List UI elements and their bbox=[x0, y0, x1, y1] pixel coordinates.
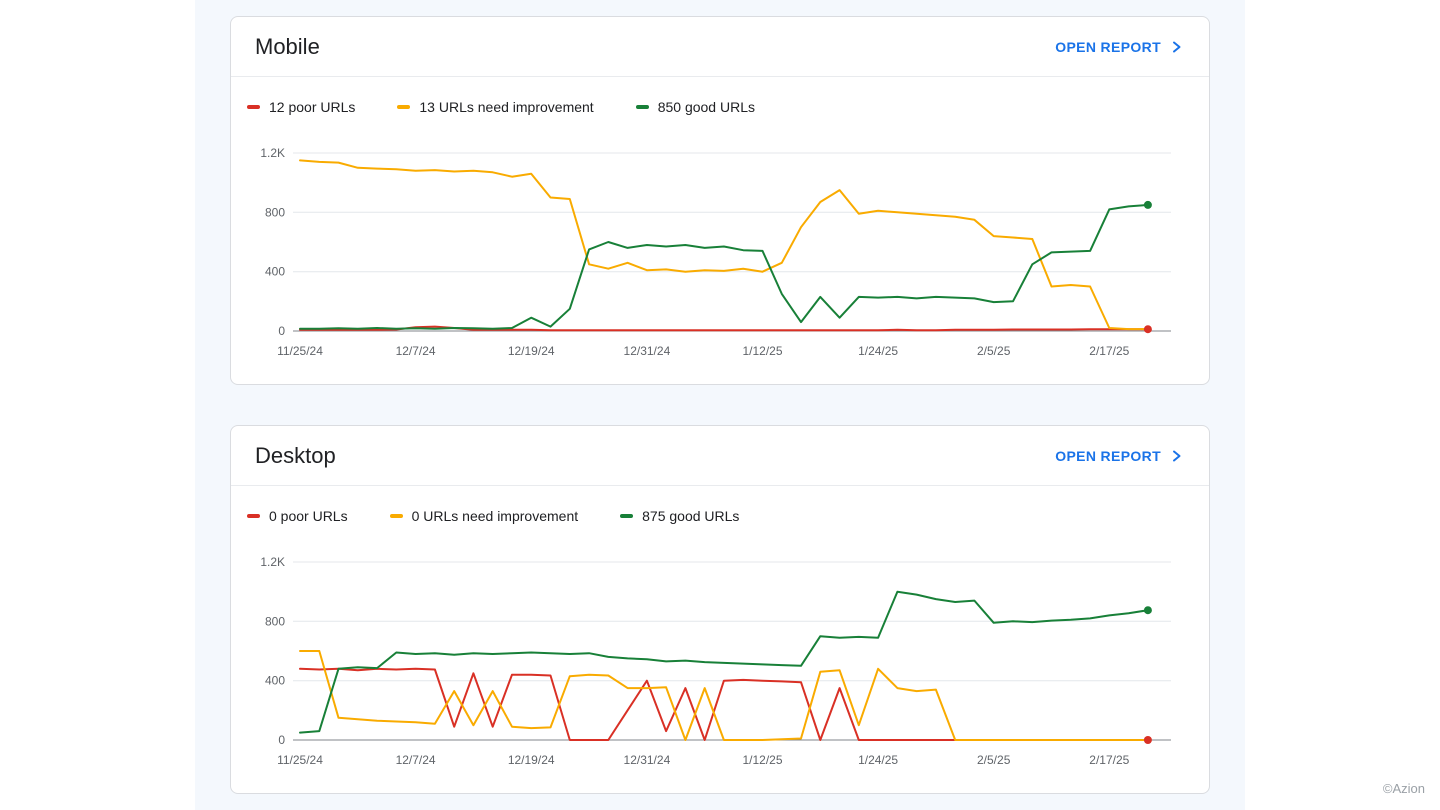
svg-text:11/25/24: 11/25/24 bbox=[277, 344, 323, 358]
svg-text:2/5/25: 2/5/25 bbox=[977, 753, 1011, 767]
poor-legend-dash-icon bbox=[247, 105, 260, 109]
svg-text:2/17/25: 2/17/25 bbox=[1089, 344, 1129, 358]
svg-text:12/19/24: 12/19/24 bbox=[508, 753, 555, 767]
legend-label-good: 875 good URLs bbox=[642, 508, 740, 524]
svg-text:11/25/24: 11/25/24 bbox=[277, 753, 323, 767]
good-legend-dash-icon bbox=[620, 514, 634, 518]
watermark: ©Azion bbox=[1382, 781, 1425, 796]
mobile-card-header: Mobile OPEN REPORT bbox=[231, 17, 1209, 77]
legend-label-improvement: 0 URLs need improvement bbox=[411, 508, 579, 524]
desktop-line-chart: 0 400 800 1.2K 11/25/24 12/7/24 12/19/24 12/31/… bbox=[260, 555, 1171, 767]
chart-area-desktop: 0 400 800 1.2K 11/25/24 12/7/24 12/19/24 12/31/… bbox=[231, 532, 1209, 777]
content-panel: Mobile OPEN REPORT 12 poor URLs 13 URLs … bbox=[195, 0, 1245, 810]
svg-text:12/31/24: 12/31/24 bbox=[624, 344, 671, 358]
chart-area-mobile: 0 400 800 1.2K 11/25/24 12/7/24 12/19/24 12/31/… bbox=[231, 123, 1209, 368]
legend-label-improvement: 13 URLs need improvement bbox=[419, 99, 594, 115]
chevron-right-icon bbox=[1173, 450, 1181, 461]
poor-legend-dash-icon bbox=[247, 514, 260, 518]
legend-item-poor: 12 poor URLs bbox=[247, 99, 355, 115]
mobile-card: Mobile OPEN REPORT 12 poor URLs 13 URLs … bbox=[230, 16, 1210, 385]
card-title-desktop: Desktop bbox=[255, 442, 336, 468]
legend-label-good: 850 good URLs bbox=[657, 99, 755, 115]
legend-item-poor: 0 poor URLs bbox=[247, 508, 348, 524]
svg-text:1/12/25: 1/12/25 bbox=[742, 753, 782, 767]
desktop-card: Desktop OPEN REPORT 0 poor URLs 0 URLs n… bbox=[230, 425, 1210, 794]
chart-legend-desktop: 0 poor URLs 0 URLs need improvement 875 … bbox=[231, 486, 1209, 532]
open-report-link-mobile[interactable]: OPEN REPORT bbox=[1055, 38, 1185, 56]
chevron-right-icon bbox=[1173, 41, 1181, 52]
good-legend-dash-icon bbox=[635, 105, 649, 109]
svg-text:400: 400 bbox=[265, 265, 285, 279]
svg-text:2/17/25: 2/17/25 bbox=[1089, 753, 1129, 767]
legend-item-good: 875 good URLs bbox=[620, 508, 739, 524]
svg-text:400: 400 bbox=[265, 674, 285, 688]
chart-legend-mobile: 12 poor URLs 13 URLs need improvement 85… bbox=[231, 77, 1209, 123]
desktop-card-header: Desktop OPEN REPORT bbox=[231, 426, 1209, 486]
open-report-label: OPEN REPORT bbox=[1055, 38, 1161, 55]
svg-text:800: 800 bbox=[265, 205, 285, 219]
legend-item-improvement: 13 URLs need improvement bbox=[397, 99, 594, 115]
legend-item-good: 850 good URLs bbox=[635, 99, 755, 115]
mobile-line-chart: 0 400 800 1.2K 11/25/24 12/7/24 12/19/24 12/31/… bbox=[260, 146, 1171, 358]
svg-text:0: 0 bbox=[278, 324, 285, 338]
open-report-link-desktop[interactable]: OPEN REPORT bbox=[1055, 447, 1185, 465]
svg-text:12/7/24: 12/7/24 bbox=[396, 753, 436, 767]
card-title-mobile: Mobile bbox=[255, 33, 320, 59]
svg-text:800: 800 bbox=[265, 614, 285, 628]
svg-text:1.2K: 1.2K bbox=[260, 146, 285, 160]
svg-text:12/7/24: 12/7/24 bbox=[396, 344, 436, 358]
legend-item-improvement: 0 URLs need improvement bbox=[389, 508, 579, 524]
legend-label-poor: 0 poor URLs bbox=[269, 508, 348, 524]
svg-text:2/5/25: 2/5/25 bbox=[977, 344, 1011, 358]
legend-label-poor: 12 poor URLs bbox=[269, 99, 356, 115]
svg-text:1.2K: 1.2K bbox=[260, 555, 285, 569]
svg-text:12/19/24: 12/19/24 bbox=[508, 344, 555, 358]
svg-text:12/31/24: 12/31/24 bbox=[624, 753, 671, 767]
improvement-legend-dash-icon bbox=[389, 514, 403, 518]
svg-text:0: 0 bbox=[278, 733, 285, 747]
svg-text:1/12/25: 1/12/25 bbox=[742, 344, 782, 358]
svg-text:1/24/25: 1/24/25 bbox=[858, 344, 898, 358]
svg-text:1/24/25: 1/24/25 bbox=[858, 753, 898, 767]
open-report-label: OPEN REPORT bbox=[1055, 447, 1161, 464]
improvement-legend-dash-icon bbox=[397, 105, 411, 109]
